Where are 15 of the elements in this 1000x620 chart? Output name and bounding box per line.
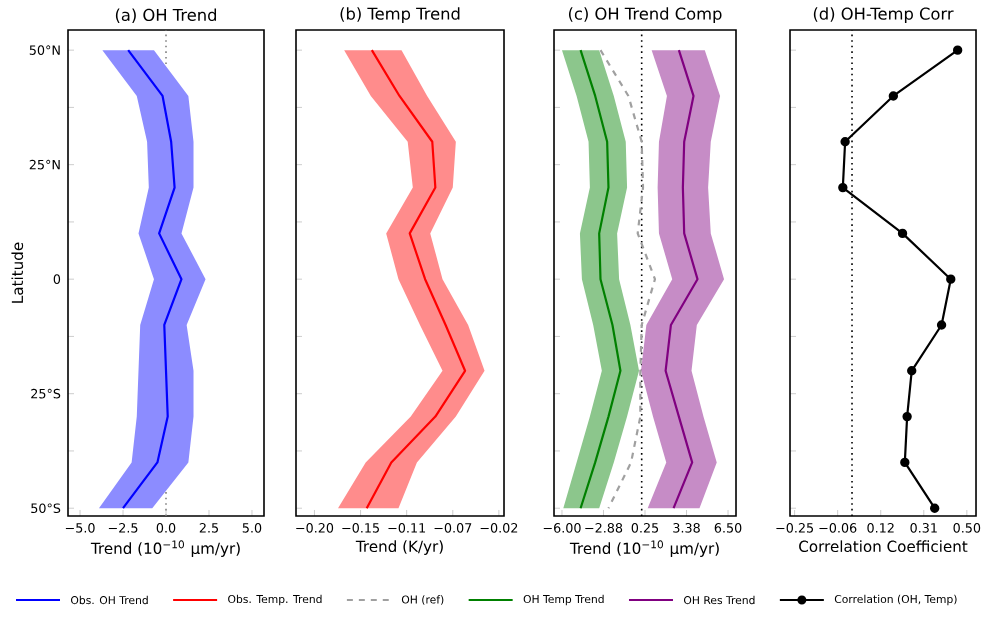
chart-title: (a) OH Trend xyxy=(115,8,217,23)
point xyxy=(888,91,899,101)
point xyxy=(900,457,910,468)
point xyxy=(907,366,917,376)
point xyxy=(929,503,940,513)
chart-title: (b) Temp Trend xyxy=(340,7,460,23)
point xyxy=(840,137,850,147)
chart-title: (d) OH-Temp Corr xyxy=(813,7,954,23)
point xyxy=(946,274,956,284)
point xyxy=(936,320,947,330)
chart-title: (c) OH Trend Comp xyxy=(568,7,722,23)
point xyxy=(952,45,963,55)
point xyxy=(838,182,848,193)
point xyxy=(897,228,908,239)
point xyxy=(902,411,912,422)
